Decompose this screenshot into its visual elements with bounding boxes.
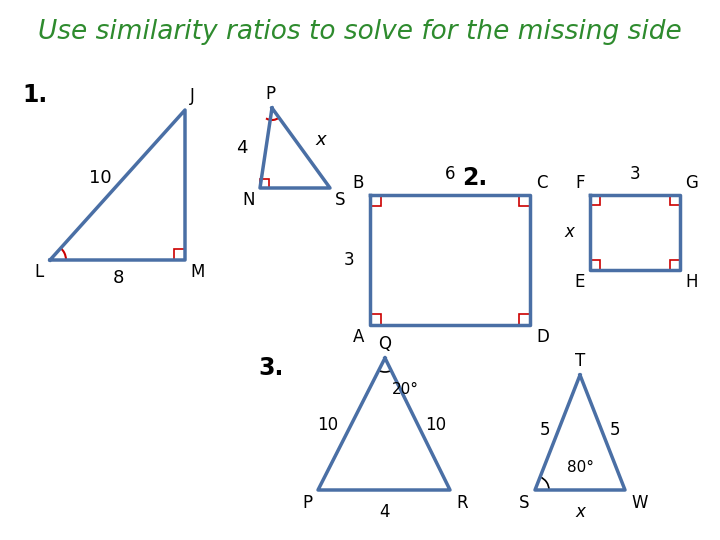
Text: 5: 5 xyxy=(539,421,550,439)
Bar xyxy=(370,195,381,206)
Text: F: F xyxy=(575,174,585,192)
Text: 10: 10 xyxy=(89,169,112,187)
Bar xyxy=(174,249,185,260)
Text: M: M xyxy=(190,263,204,281)
Text: N: N xyxy=(243,191,255,209)
Text: x: x xyxy=(315,131,325,149)
Text: J: J xyxy=(190,87,195,105)
Text: T: T xyxy=(575,352,585,370)
Bar xyxy=(260,179,269,188)
Text: H: H xyxy=(685,273,698,291)
Text: L: L xyxy=(35,263,44,281)
Text: 20°: 20° xyxy=(392,382,419,397)
Text: 2.: 2. xyxy=(462,166,487,190)
Text: 1.: 1. xyxy=(22,83,48,107)
Text: S: S xyxy=(518,494,529,512)
Text: Use similarity ratios to solve for the missing side: Use similarity ratios to solve for the m… xyxy=(38,19,682,45)
Text: Q: Q xyxy=(379,335,392,353)
Text: D: D xyxy=(536,328,549,346)
Text: E: E xyxy=(575,273,585,291)
Text: 4: 4 xyxy=(236,139,248,157)
Text: 6: 6 xyxy=(445,165,455,183)
Text: P: P xyxy=(265,85,275,103)
Text: 3: 3 xyxy=(630,165,640,183)
Bar xyxy=(590,260,600,270)
Text: P: P xyxy=(302,494,312,512)
Text: C: C xyxy=(536,174,547,192)
Text: W: W xyxy=(631,494,647,512)
Text: x: x xyxy=(564,223,574,241)
Text: 8: 8 xyxy=(112,269,124,287)
Bar xyxy=(670,260,680,270)
Bar xyxy=(519,314,530,325)
Text: 3.: 3. xyxy=(258,356,284,380)
Text: S: S xyxy=(335,191,346,209)
Bar xyxy=(370,314,381,325)
Text: 3: 3 xyxy=(343,251,354,269)
Text: B: B xyxy=(353,174,364,192)
Text: 5: 5 xyxy=(610,421,621,439)
Bar xyxy=(519,195,530,206)
Text: G: G xyxy=(685,174,698,192)
Text: x: x xyxy=(575,503,585,521)
Text: 80°: 80° xyxy=(567,460,593,475)
Text: 10: 10 xyxy=(425,416,446,434)
Text: 10: 10 xyxy=(317,416,338,434)
Text: A: A xyxy=(353,328,364,346)
Bar xyxy=(590,195,600,205)
Bar xyxy=(670,195,680,205)
Text: R: R xyxy=(456,494,467,512)
Text: 4: 4 xyxy=(379,503,390,521)
